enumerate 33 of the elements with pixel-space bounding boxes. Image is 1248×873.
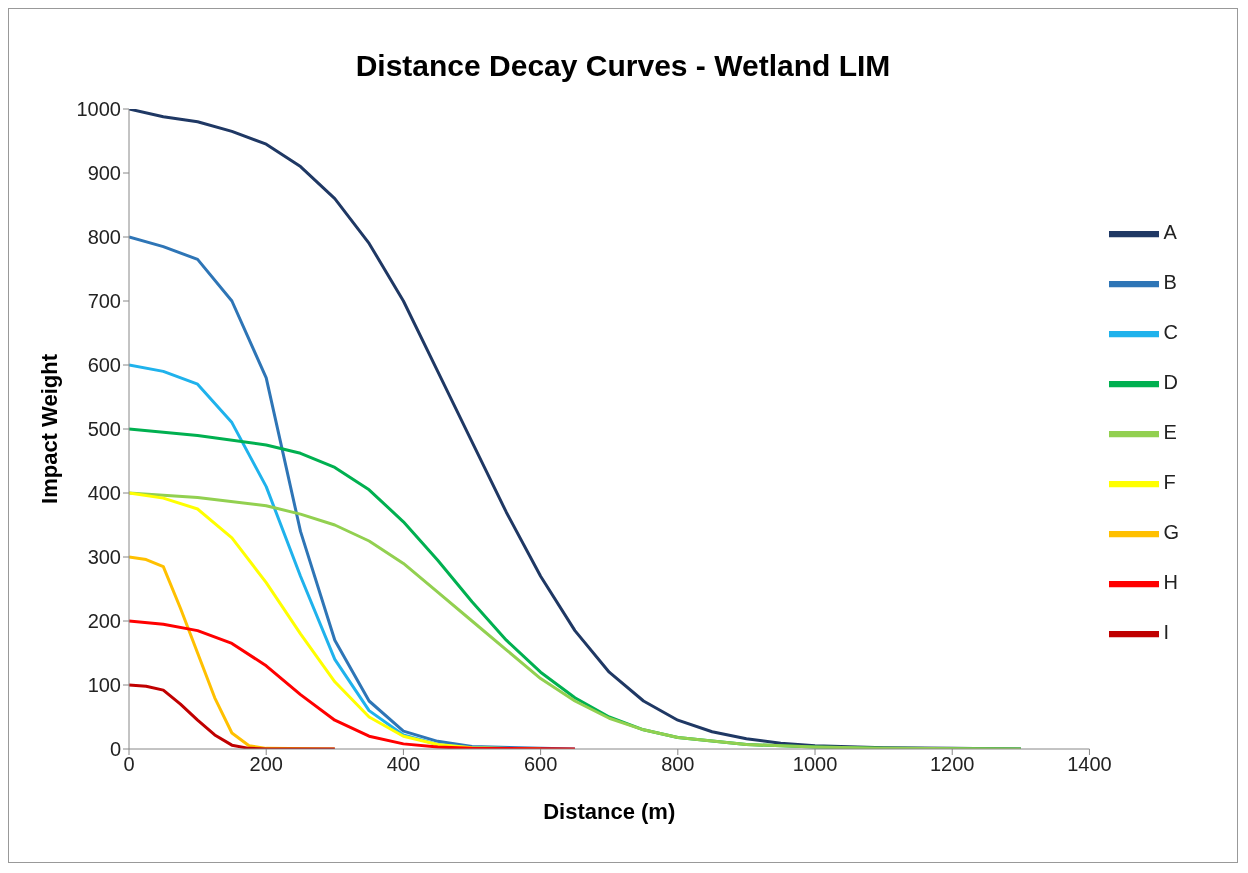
y-tick-label: 300 bbox=[87, 546, 121, 569]
y-tick-label: 800 bbox=[87, 226, 121, 249]
x-tick-label: 400 bbox=[386, 753, 421, 776]
y-tick-label: 100 bbox=[87, 674, 121, 697]
legend-label: G bbox=[1163, 521, 1179, 544]
y-axis-title: Impact Weight bbox=[36, 353, 62, 504]
legend-label: A bbox=[1163, 221, 1177, 244]
legend-label: I bbox=[1163, 621, 1169, 644]
x-axis-title: Distance (m) bbox=[543, 799, 676, 824]
legend-label: F bbox=[1163, 471, 1176, 494]
legend-label: D bbox=[1163, 371, 1178, 394]
x-tick-label: 1000 bbox=[792, 753, 838, 776]
y-tick-label: 400 bbox=[87, 482, 121, 505]
y-tick-label: 500 bbox=[87, 418, 121, 441]
legend-label: B bbox=[1163, 271, 1177, 294]
x-tick-label: 800 bbox=[661, 753, 695, 776]
line-series bbox=[129, 619, 577, 749]
x-tick-label: 200 bbox=[249, 753, 283, 776]
y-tick-label: 700 bbox=[87, 290, 121, 313]
y-tick-label: 600 bbox=[87, 354, 121, 377]
legend-label: H bbox=[1163, 571, 1178, 594]
y-tick-label: 900 bbox=[87, 162, 121, 185]
y-tick-label: 200 bbox=[87, 610, 121, 633]
x-tick-label: 1200 bbox=[929, 753, 975, 776]
y-tick-label: 1000 bbox=[76, 98, 121, 121]
line-series bbox=[129, 555, 337, 749]
chart-title: Distance Decay Curves - Wetland LIM bbox=[354, 48, 892, 84]
x-tick-label: 1400 bbox=[1067, 753, 1112, 776]
x-tick-label: 0 bbox=[123, 753, 135, 776]
legend-label: C bbox=[1163, 321, 1178, 344]
legend-label: E bbox=[1163, 421, 1177, 444]
y-tick-label: 0 bbox=[109, 738, 121, 761]
x-tick-label: 600 bbox=[523, 753, 558, 776]
